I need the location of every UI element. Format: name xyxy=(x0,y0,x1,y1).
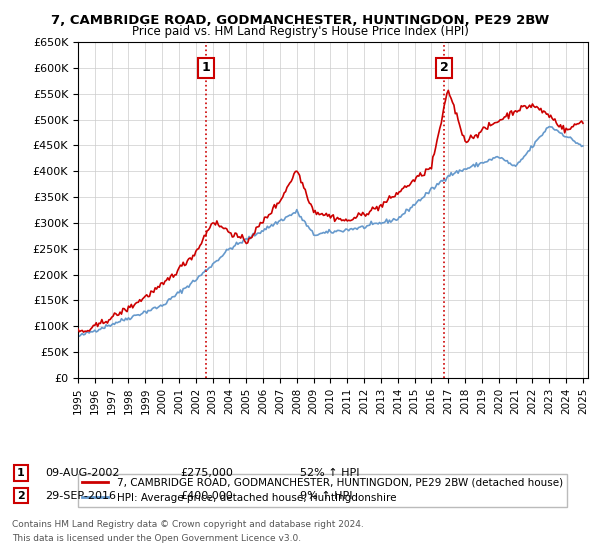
Text: £275,000: £275,000 xyxy=(180,468,233,478)
Text: 52% ↑ HPI: 52% ↑ HPI xyxy=(300,468,359,478)
Text: 7, CAMBRIDGE ROAD, GODMANCHESTER, HUNTINGDON, PE29 2BW: 7, CAMBRIDGE ROAD, GODMANCHESTER, HUNTIN… xyxy=(51,14,549,27)
Text: Price paid vs. HM Land Registry's House Price Index (HPI): Price paid vs. HM Land Registry's House … xyxy=(131,25,469,38)
Text: £400,000: £400,000 xyxy=(180,491,233,501)
Text: 09-AUG-2002: 09-AUG-2002 xyxy=(45,468,119,478)
Text: This data is licensed under the Open Government Licence v3.0.: This data is licensed under the Open Gov… xyxy=(12,534,301,543)
Text: 1: 1 xyxy=(17,468,25,478)
Text: Contains HM Land Registry data © Crown copyright and database right 2024.: Contains HM Land Registry data © Crown c… xyxy=(12,520,364,529)
Text: 9% ↑ HPI: 9% ↑ HPI xyxy=(300,491,353,501)
Legend: 7, CAMBRIDGE ROAD, GODMANCHESTER, HUNTINGDON, PE29 2BW (detached house), HPI: Av: 7, CAMBRIDGE ROAD, GODMANCHESTER, HUNTIN… xyxy=(78,474,567,507)
Text: 29-SEP-2016: 29-SEP-2016 xyxy=(45,491,116,501)
Text: 2: 2 xyxy=(440,62,448,74)
Text: 2: 2 xyxy=(17,491,25,501)
Text: 1: 1 xyxy=(202,62,210,74)
